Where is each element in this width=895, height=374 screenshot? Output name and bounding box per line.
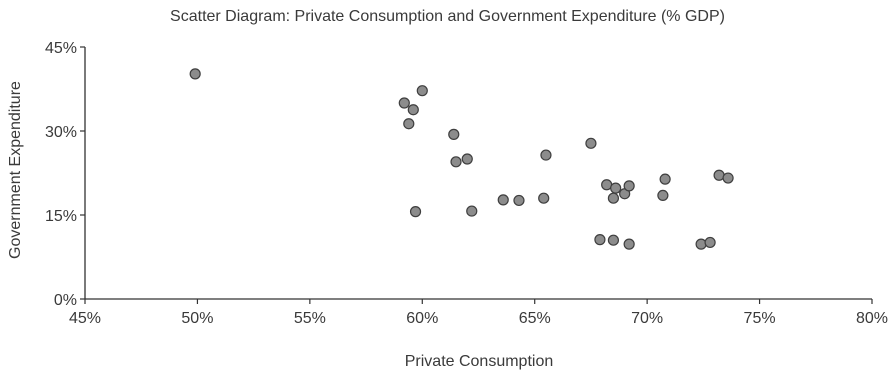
- data-point: [594, 234, 606, 246]
- data-point: [409, 206, 422, 218]
- x-tick-label: 50%: [181, 310, 213, 327]
- x-tick-label: 75%: [744, 310, 776, 327]
- data-point: [657, 189, 669, 201]
- y-tick-label: 0%: [54, 292, 77, 309]
- x-tick-label: 70%: [631, 310, 663, 327]
- data-point: [497, 194, 509, 206]
- data-point: [538, 192, 550, 204]
- x-tick-label: 45%: [69, 310, 101, 327]
- data-point: [607, 192, 620, 204]
- data-point: [610, 182, 622, 194]
- data-point: [722, 172, 734, 184]
- x-tick-label: 65%: [519, 310, 551, 327]
- data-point: [607, 234, 620, 246]
- y-axis-ticks: 0% 15% 30% 45%: [45, 40, 85, 309]
- data-point: [416, 85, 428, 97]
- y-tick-label: 30%: [45, 124, 77, 141]
- data-point: [466, 205, 478, 217]
- y-tick-label: 45%: [45, 40, 77, 57]
- x-tick-label: 55%: [294, 310, 326, 327]
- data-point: [189, 68, 201, 80]
- data-point: [623, 238, 635, 250]
- x-tick-label: 80%: [856, 310, 888, 327]
- data-point: [398, 97, 410, 109]
- y-tick-label: 15%: [45, 208, 77, 225]
- data-points: [189, 68, 734, 250]
- data-point: [461, 153, 473, 165]
- x-tick-label: 60%: [406, 310, 438, 327]
- data-point: [659, 173, 671, 185]
- data-point: [623, 180, 635, 192]
- x-axis-title: Private Consumption: [405, 353, 554, 370]
- data-point: [704, 236, 716, 249]
- data-point: [695, 238, 707, 250]
- data-point: [585, 137, 597, 149]
- y-axis-title: Government Expenditure: [7, 81, 24, 259]
- data-point: [403, 118, 415, 130]
- data-point: [448, 128, 460, 140]
- data-point: [450, 156, 462, 168]
- data-point: [540, 149, 552, 161]
- chart-title: Scatter Diagram: Private Consumption and…: [170, 8, 725, 25]
- data-point: [513, 194, 525, 207]
- data-point: [407, 104, 419, 116]
- x-axis-ticks: 45% 50% 55% 60% 65% 70% 75% 80%: [69, 299, 888, 327]
- axes: [84, 47, 872, 300]
